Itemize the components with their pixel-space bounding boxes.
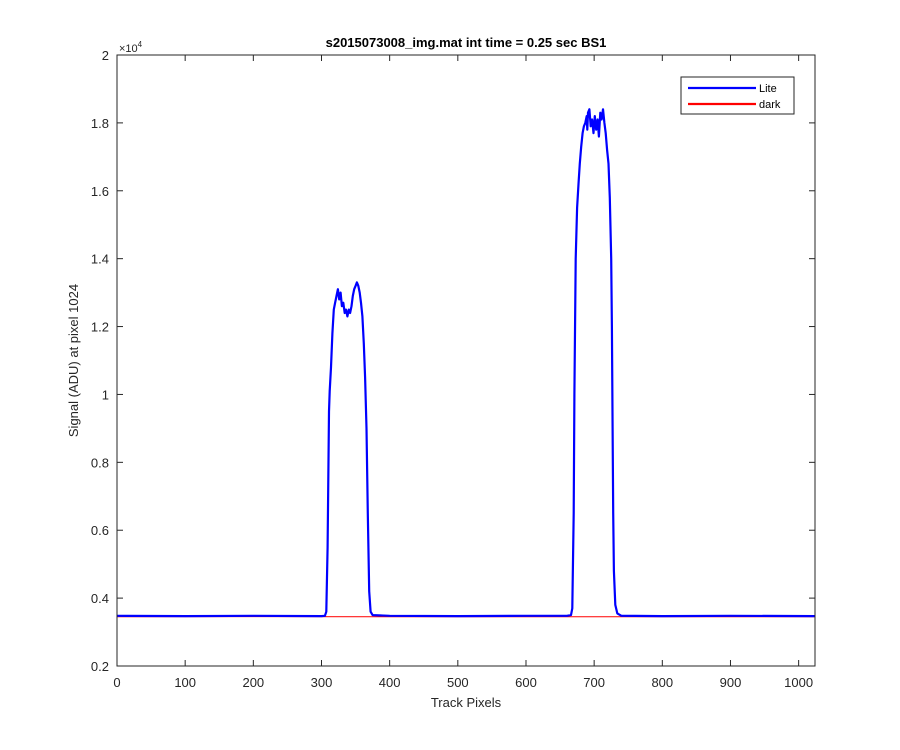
ticks-layer: 0 100 200 300 400 500 600 700 800 900 1000 0.2 0.4 0.… [91, 48, 815, 690]
legend-label-dark: dark [759, 99, 781, 111]
chart-title: s2015073008_img.mat int time = 0.25 sec … [326, 35, 607, 50]
legend: Lite dark [680, 76, 795, 115]
x-tick-label: 1000 [784, 675, 813, 690]
x-tick-label: 0 [113, 675, 120, 690]
series-line-lite [116, 108, 816, 618]
x-tick-label: 200 [242, 675, 264, 690]
y-tick-label: 0.8 [91, 455, 109, 470]
plot-area [117, 55, 815, 666]
x-tick-label: 900 [720, 675, 742, 690]
axes-frame [116, 54, 816, 667]
legend-box [680, 76, 795, 115]
y-tick-label: 1.4 [91, 252, 109, 267]
y-tick-label: 0.4 [91, 591, 109, 606]
y-tick-label: 1.6 [91, 184, 109, 199]
x-tick-label: 700 [583, 675, 605, 690]
x-tick-label: 400 [379, 675, 401, 690]
x-tick-label: 600 [515, 675, 537, 690]
y-tick-label: 0.6 [91, 523, 109, 538]
y-tick-label: 1 [102, 387, 109, 402]
y-tick-label: 1.8 [91, 116, 109, 131]
y-axis-label: Signal (ADU) at pixel 1024 [66, 284, 81, 437]
y-tick-label: 0.2 [91, 659, 109, 674]
x-tick-label: 500 [447, 675, 469, 690]
legend-label-lite: Lite [759, 83, 777, 95]
series-layer [116, 108, 816, 618]
x-axis-label: Track Pixels [431, 695, 502, 710]
x-tick-label: 300 [311, 675, 333, 690]
y-tick-label: 2 [102, 48, 109, 63]
y-tick-label: 1.2 [91, 320, 109, 335]
y-exponent-label: ×104 [119, 40, 143, 55]
x-tick-label: 100 [174, 675, 196, 690]
x-tick-label: 800 [651, 675, 673, 690]
